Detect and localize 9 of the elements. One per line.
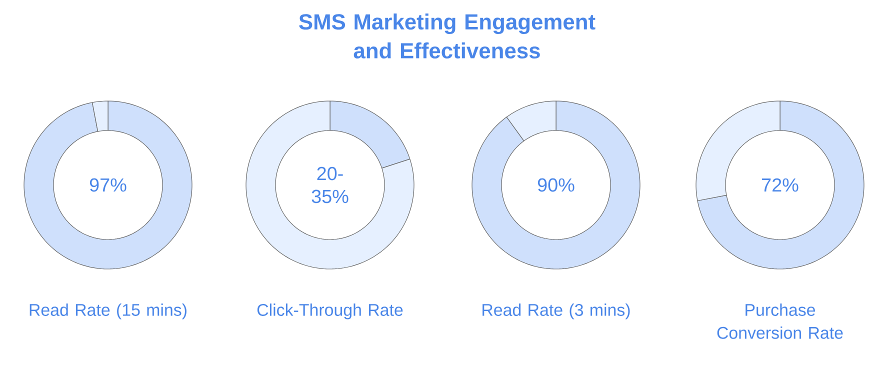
- text: SMS Marketing Engagement and Effectiveness: [299, 14, 596, 59]
- text: Purchase Conversion Rate: [717, 304, 843, 339]
- text: 20-35%: [312, 166, 348, 204]
- text: Read Rate (15 mins): [30, 304, 186, 320]
- text: Read Rate (3 mins): [482, 304, 630, 320]
- text: 97%: [90, 178, 126, 192]
- text: 72%: [762, 178, 798, 192]
- text: 90%: [538, 178, 574, 192]
- text: Click-Through Rate: [257, 304, 403, 320]
